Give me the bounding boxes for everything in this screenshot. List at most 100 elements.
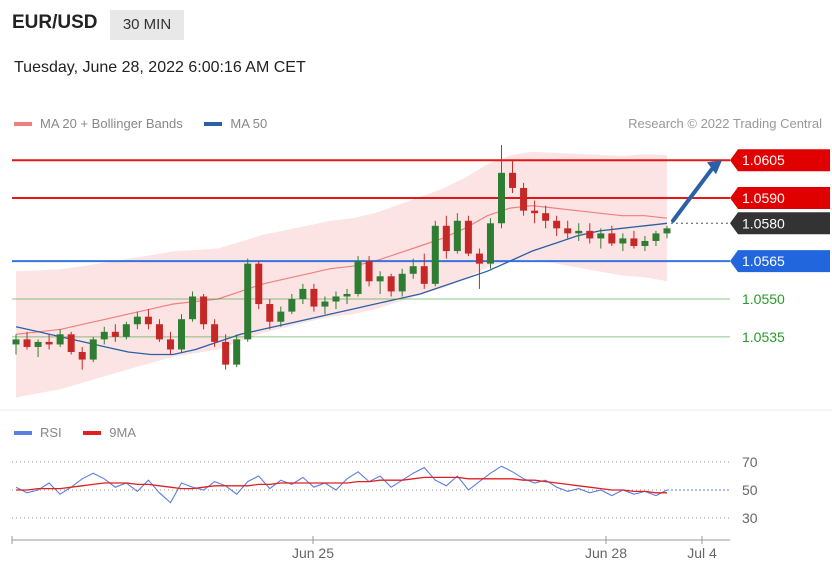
candle-body bbox=[652, 233, 660, 241]
candle-body bbox=[376, 276, 384, 282]
candle-body bbox=[34, 341, 42, 347]
candle-body bbox=[155, 324, 163, 340]
candle-body bbox=[464, 220, 472, 254]
candle-body bbox=[475, 253, 483, 264]
candle-body bbox=[431, 225, 439, 284]
legend-rsi: RSI bbox=[14, 425, 62, 440]
level-label: 1.0605 bbox=[742, 152, 785, 168]
candle-body bbox=[343, 293, 351, 297]
candle-body bbox=[597, 233, 605, 239]
candle-body bbox=[233, 339, 241, 365]
candle-body bbox=[133, 316, 141, 325]
candle-body bbox=[277, 311, 285, 322]
legend-ma50-label: MA 50 bbox=[230, 116, 268, 131]
timestamp: Tuesday, June 28, 2022 6:00:16 AM CET bbox=[14, 59, 306, 76]
candle-body bbox=[553, 220, 561, 229]
level-label: 1.0565 bbox=[742, 253, 785, 269]
candle-body bbox=[453, 220, 461, 252]
credit-text: Research © 2022 Trading Central bbox=[628, 116, 822, 131]
candle-body bbox=[542, 213, 550, 221]
candle-body bbox=[420, 266, 428, 284]
candle-body bbox=[100, 331, 108, 340]
candle-body bbox=[144, 316, 152, 325]
candle-body bbox=[398, 273, 406, 292]
level-label: 1.0590 bbox=[742, 190, 785, 206]
timeframe-badge[interactable]: 30 MIN bbox=[110, 10, 184, 40]
ma9-swatch bbox=[83, 430, 102, 435]
candle-body bbox=[354, 261, 362, 294]
candle-body bbox=[178, 319, 186, 350]
time-tick-label: Jun 28 bbox=[585, 545, 627, 561]
candle-body bbox=[586, 230, 594, 239]
legend-9ma-label: 9MA bbox=[109, 425, 137, 440]
candle-body bbox=[23, 339, 31, 347]
candle-body bbox=[12, 339, 20, 345]
candle-body bbox=[409, 266, 417, 274]
candle-body bbox=[222, 341, 230, 365]
candle-body bbox=[89, 339, 97, 360]
candle-body bbox=[663, 228, 671, 234]
candle-body bbox=[288, 299, 296, 312]
candle-body bbox=[56, 334, 64, 345]
candle-body bbox=[608, 233, 616, 244]
ma20-line bbox=[15, 204, 668, 335]
rsi-9ma-line bbox=[16, 476, 667, 494]
candle-body bbox=[641, 240, 649, 246]
candle-body bbox=[67, 334, 75, 352]
rsi-swatch bbox=[14, 430, 32, 435]
level-tag bbox=[730, 187, 830, 210]
candle-body bbox=[497, 172, 505, 224]
candle-body bbox=[531, 210, 539, 214]
legend-rsi-label: RSI bbox=[40, 425, 62, 440]
candle-body bbox=[189, 296, 197, 320]
level-tag bbox=[730, 149, 830, 172]
level-label: 1.0535 bbox=[742, 329, 785, 345]
price-legend: MA 20 + Bollinger Bands MA 50 bbox=[14, 116, 285, 131]
rsi-tick-label: 30 bbox=[742, 510, 758, 526]
candle-body bbox=[387, 276, 395, 292]
candle-body bbox=[619, 238, 627, 244]
legend-9ma: 9MA bbox=[83, 425, 136, 440]
legend-ma50: MA 50 bbox=[204, 116, 267, 131]
level-label: 1.0580 bbox=[742, 215, 785, 231]
candle-body bbox=[111, 331, 119, 337]
candle-body bbox=[299, 288, 307, 299]
ma50-line bbox=[15, 222, 668, 356]
rsi-legend: RSI 9MA bbox=[14, 425, 154, 440]
candle-body bbox=[564, 228, 572, 234]
level-tag bbox=[730, 250, 830, 273]
candle-body bbox=[166, 339, 174, 350]
ma50-swatch bbox=[204, 121, 223, 126]
candle-body bbox=[310, 288, 318, 307]
candle-body bbox=[78, 352, 86, 360]
candle-body bbox=[365, 261, 373, 282]
candle-body bbox=[630, 238, 638, 246]
candle-body bbox=[200, 296, 208, 325]
candle-body bbox=[486, 223, 494, 264]
rsi-tick-label: 70 bbox=[742, 454, 758, 470]
legend-ma20-label: MA 20 + Bollinger Bands bbox=[40, 116, 183, 131]
symbol-label: EUR/USD bbox=[12, 12, 98, 33]
rsi-line bbox=[15, 465, 668, 504]
legend-ma20: MA 20 + Bollinger Bands bbox=[14, 116, 183, 131]
candle-body bbox=[509, 172, 517, 188]
candle-body bbox=[321, 301, 329, 307]
candle-body bbox=[45, 341, 53, 345]
candle-body bbox=[266, 304, 274, 322]
candle-body bbox=[255, 263, 263, 305]
target-arrow-shaft bbox=[671, 164, 716, 223]
candle-body bbox=[332, 296, 340, 302]
ma20-swatch bbox=[14, 121, 32, 126]
candle-body bbox=[122, 324, 130, 337]
bollinger-band bbox=[16, 151, 667, 398]
target-arrow-head bbox=[707, 160, 722, 175]
candle-body bbox=[211, 324, 219, 342]
level-label: 1.0550 bbox=[742, 291, 785, 307]
time-tick-label: Jul 4 bbox=[687, 545, 717, 561]
candle-body bbox=[442, 225, 450, 252]
level-tag bbox=[730, 212, 830, 235]
time-tick-label: Jun 25 bbox=[292, 545, 334, 561]
candle-body bbox=[244, 263, 252, 340]
